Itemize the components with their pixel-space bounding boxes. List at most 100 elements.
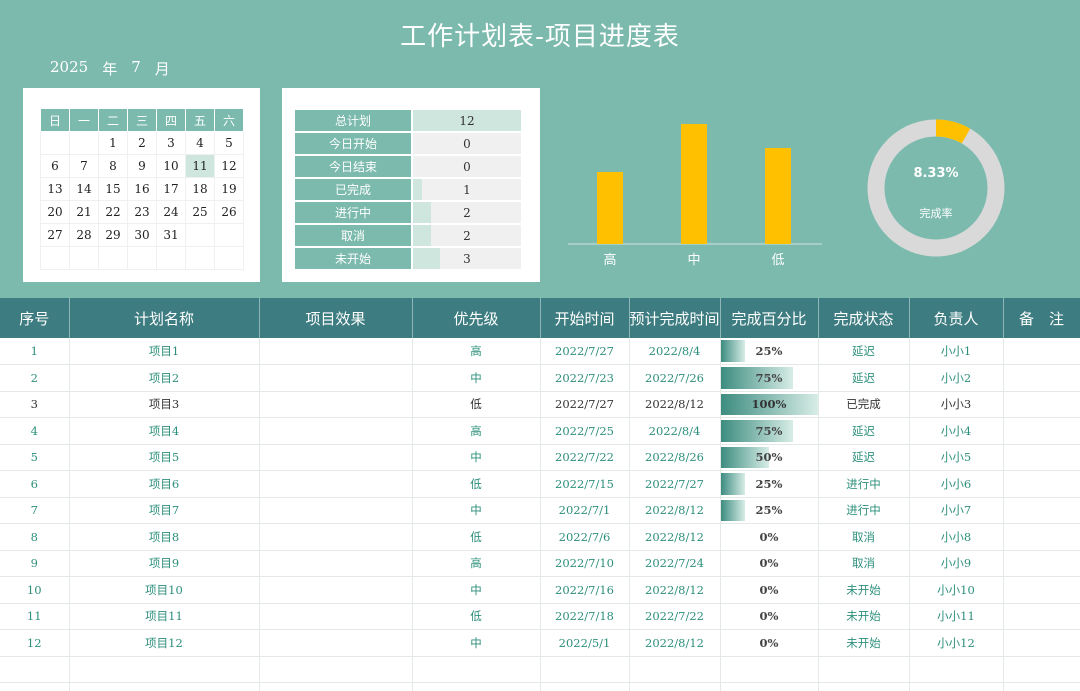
owner-cell[interactable]: 小小1 bbox=[909, 338, 1004, 365]
calendar-day[interactable]: 23 bbox=[127, 200, 157, 224]
note-cell[interactable] bbox=[1003, 576, 1080, 604]
calendar-day[interactable]: 5 bbox=[214, 131, 244, 155]
note-cell[interactable] bbox=[1003, 629, 1080, 657]
end-date-cell[interactable]: 2022/8/4 bbox=[629, 417, 721, 445]
note-cell[interactable] bbox=[1003, 364, 1080, 392]
status-cell[interactable]: 进行中 bbox=[818, 497, 910, 524]
column-header[interactable]: 项目效果 bbox=[259, 298, 413, 338]
status-cell[interactable]: 取消 bbox=[818, 550, 910, 577]
note-cell[interactable] bbox=[1003, 470, 1080, 498]
start-date-cell[interactable]: 2022/7/10 bbox=[540, 550, 630, 577]
end-date-cell[interactable]: 2022/8/12 bbox=[629, 576, 721, 604]
start-date-cell[interactable]: 2022/5/1 bbox=[540, 629, 630, 657]
end-date-cell[interactable]: 2022/8/12 bbox=[629, 629, 721, 657]
project-effect-cell[interactable] bbox=[259, 550, 413, 577]
end-date-cell[interactable]: 2022/8/12 bbox=[629, 391, 721, 418]
empty-cell[interactable] bbox=[629, 682, 721, 691]
table-row[interactable]: 1 项目1 高 2022/7/27 2022/8/4 25% 延迟 小小1 bbox=[0, 338, 1080, 365]
project-effect-cell[interactable] bbox=[259, 603, 413, 630]
empty-cell[interactable] bbox=[1003, 682, 1080, 691]
calendar-day[interactable]: 27 bbox=[40, 223, 70, 247]
calendar-day[interactable]: 22 bbox=[98, 200, 128, 224]
calendar-day[interactable]: 26 bbox=[214, 200, 244, 224]
calendar-day[interactable]: 3 bbox=[156, 131, 186, 155]
start-date-cell[interactable]: 2022/7/27 bbox=[540, 391, 630, 418]
start-date-cell[interactable]: 2022/7/25 bbox=[540, 417, 630, 445]
calendar-day[interactable]: 8 bbox=[98, 154, 128, 178]
note-cell[interactable] bbox=[1003, 417, 1080, 445]
plan-name-cell[interactable]: 项目11 bbox=[69, 603, 260, 630]
calendar-day[interactable]: 7 bbox=[69, 154, 99, 178]
column-header[interactable]: 开始时间 bbox=[540, 298, 630, 338]
empty-cell[interactable] bbox=[909, 656, 1004, 683]
note-cell[interactable] bbox=[1003, 338, 1080, 365]
start-date-cell[interactable]: 2022/7/6 bbox=[540, 523, 630, 551]
empty-cell[interactable] bbox=[540, 682, 630, 691]
end-date-cell[interactable]: 2022/7/26 bbox=[629, 364, 721, 392]
empty-cell[interactable] bbox=[259, 656, 413, 683]
calendar-day[interactable]: 14 bbox=[69, 177, 99, 201]
table-row[interactable]: 12 项目12 中 2022/5/1 2022/8/12 0% 未开始 小小12 bbox=[0, 629, 1080, 657]
end-date-cell[interactable]: 2022/7/27 bbox=[629, 470, 721, 498]
priority-cell[interactable]: 中 bbox=[412, 444, 541, 471]
table-row[interactable]: 6 项目6 低 2022/7/15 2022/7/27 25% 进行中 小小6 bbox=[0, 470, 1080, 498]
start-date-cell[interactable]: 2022/7/22 bbox=[540, 444, 630, 471]
calendar-day[interactable]: 9 bbox=[127, 154, 157, 178]
percent-complete-cell[interactable]: 75% bbox=[720, 417, 819, 445]
owner-cell[interactable]: 小小4 bbox=[909, 417, 1004, 445]
note-cell[interactable] bbox=[1003, 444, 1080, 471]
row-number-cell[interactable]: 10 bbox=[0, 576, 70, 604]
end-date-cell[interactable]: 2022/8/12 bbox=[629, 497, 721, 524]
priority-cell[interactable]: 低 bbox=[412, 523, 541, 551]
calendar-day[interactable]: 11 bbox=[185, 154, 215, 178]
percent-complete-cell[interactable]: 0% bbox=[720, 576, 819, 604]
priority-cell[interactable]: 低 bbox=[412, 470, 541, 498]
owner-cell[interactable]: 小小11 bbox=[909, 603, 1004, 630]
start-date-cell[interactable]: 2022/7/15 bbox=[540, 470, 630, 498]
calendar-day[interactable]: 15 bbox=[98, 177, 128, 201]
owner-cell[interactable]: 小小9 bbox=[909, 550, 1004, 577]
plan-name-cell[interactable]: 项目12 bbox=[69, 629, 260, 657]
calendar-day[interactable]: 28 bbox=[69, 223, 99, 247]
calendar-day[interactable]: 16 bbox=[127, 177, 157, 201]
percent-complete-cell[interactable]: 100% bbox=[720, 391, 819, 418]
status-cell[interactable]: 未开始 bbox=[818, 576, 910, 604]
row-number-cell[interactable]: 2 bbox=[0, 364, 70, 392]
project-effect-cell[interactable] bbox=[259, 444, 413, 471]
plan-name-cell[interactable]: 项目2 bbox=[69, 364, 260, 392]
percent-complete-cell[interactable]: 0% bbox=[720, 603, 819, 630]
owner-cell[interactable]: 小小6 bbox=[909, 470, 1004, 498]
status-cell[interactable]: 延迟 bbox=[818, 417, 910, 445]
project-effect-cell[interactable] bbox=[259, 470, 413, 498]
note-cell[interactable] bbox=[1003, 497, 1080, 524]
empty-cell[interactable] bbox=[0, 682, 70, 691]
end-date-cell[interactable]: 2022/8/26 bbox=[629, 444, 721, 471]
start-date-cell[interactable]: 2022/7/27 bbox=[540, 338, 630, 365]
plan-name-cell[interactable]: 项目5 bbox=[69, 444, 260, 471]
empty-cell[interactable] bbox=[412, 682, 541, 691]
empty-cell[interactable] bbox=[69, 656, 260, 683]
calendar-day[interactable]: 10 bbox=[156, 154, 186, 178]
percent-complete-cell[interactable]: 25% bbox=[720, 470, 819, 498]
percent-complete-cell[interactable]: 75% bbox=[720, 364, 819, 392]
table-row[interactable]: 7 项目7 中 2022/7/1 2022/8/12 25% 进行中 小小7 bbox=[0, 497, 1080, 524]
start-date-cell[interactable]: 2022/7/23 bbox=[540, 364, 630, 392]
percent-complete-cell[interactable]: 0% bbox=[720, 523, 819, 551]
row-number-cell[interactable]: 3 bbox=[0, 391, 70, 418]
status-cell[interactable]: 延迟 bbox=[818, 338, 910, 365]
priority-cell[interactable]: 高 bbox=[412, 417, 541, 445]
note-cell[interactable] bbox=[1003, 391, 1080, 418]
column-header[interactable]: 完成状态 bbox=[818, 298, 910, 338]
plan-name-cell[interactable]: 项目4 bbox=[69, 417, 260, 445]
empty-cell[interactable] bbox=[412, 656, 541, 683]
calendar-day[interactable]: 24 bbox=[156, 200, 186, 224]
priority-cell[interactable]: 中 bbox=[412, 629, 541, 657]
calendar-day[interactable]: 25 bbox=[185, 200, 215, 224]
start-date-cell[interactable]: 2022/7/16 bbox=[540, 576, 630, 604]
table-row[interactable]: 2 项目2 中 2022/7/23 2022/7/26 75% 延迟 小小2 bbox=[0, 364, 1080, 392]
column-header[interactable]: 负责人 bbox=[909, 298, 1004, 338]
month-value[interactable]: 7 bbox=[131, 58, 141, 76]
priority-cell[interactable]: 高 bbox=[412, 550, 541, 577]
calendar-day[interactable]: 17 bbox=[156, 177, 186, 201]
status-cell[interactable]: 已完成 bbox=[818, 391, 910, 418]
